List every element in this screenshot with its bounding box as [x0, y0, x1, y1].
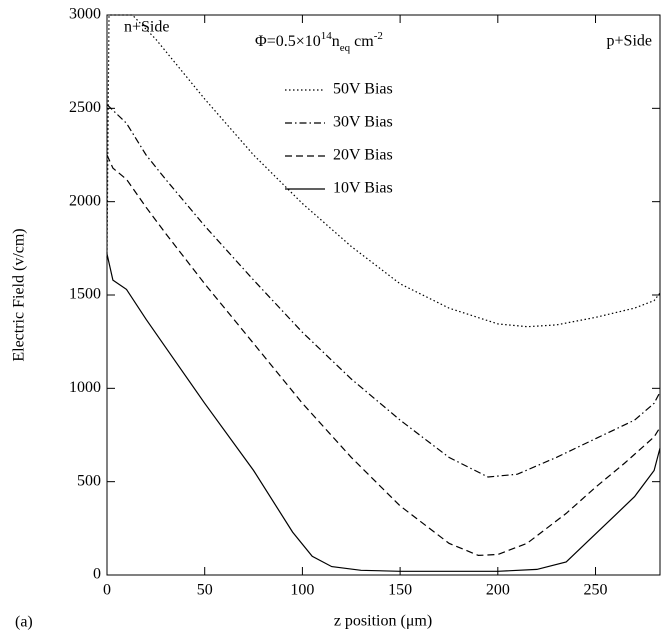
legend-label: 50V Bias [333, 81, 393, 98]
y-tick-label: 1000 [69, 379, 101, 396]
y-tick-label: 500 [77, 472, 101, 489]
x-tick-label: 250 [584, 582, 608, 599]
y-axis-label: Electric Field (v/cm) [11, 228, 28, 361]
fluence-part: eq [340, 42, 351, 54]
fluence-label: Φ=0.5×1014neq cm-2 [255, 30, 383, 54]
x-tick-label: 0 [103, 582, 111, 599]
fluence-part: -2 [374, 30, 383, 42]
legend-label: 30V Bias [333, 114, 393, 131]
fluence-part: n [332, 33, 340, 50]
x-axis-label: z position (μm) [334, 613, 432, 630]
x-tick-label: 150 [388, 582, 412, 599]
annotation: p+Side [607, 33, 652, 50]
y-tick-label: 1500 [69, 286, 101, 303]
line-series [106, 14, 661, 328]
fluence-part: cm [350, 33, 374, 50]
legend-label: 20V Bias [333, 147, 393, 164]
x-tick-label: 200 [486, 582, 510, 599]
line-series [106, 154, 661, 557]
panel-label: (a) [15, 614, 33, 631]
line-series [106, 104, 661, 478]
fluence-part: Φ=0.5×10 [255, 33, 321, 50]
y-tick-label: 0 [93, 566, 101, 583]
y-tick-label: 3000 [69, 6, 101, 23]
x-tick-label: 50 [197, 582, 213, 599]
plot-frame [106, 14, 661, 576]
y-tick-label: 2000 [69, 192, 101, 209]
annotation: n+Side [124, 19, 169, 36]
line-series [106, 253, 661, 572]
legend-label: 10V Bias [333, 180, 393, 197]
y-tick-label: 2500 [69, 99, 101, 116]
fluence-part: 14 [321, 30, 333, 42]
x-tick-label: 100 [290, 582, 314, 599]
